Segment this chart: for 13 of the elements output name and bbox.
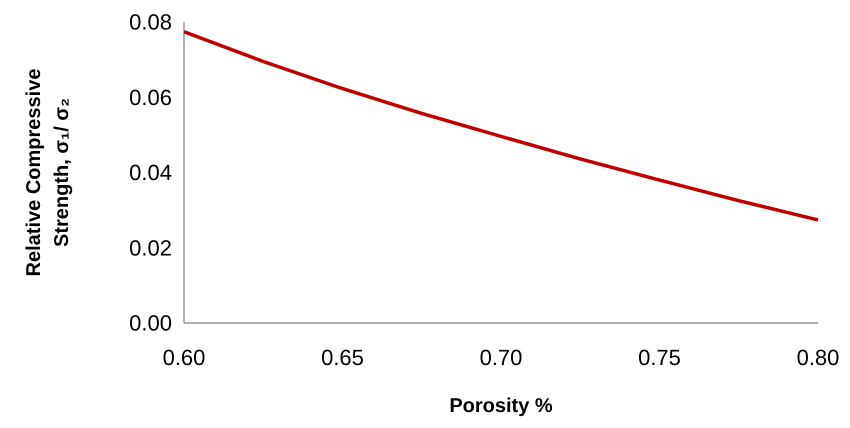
y-axis-title: Relative Compressive Strength, σ₁/ σ₂ [23, 68, 73, 276]
line-series [182, 30, 820, 222]
y-tick-label: 0.06 [129, 84, 172, 110]
y-tick-label: 0.08 [129, 10, 172, 35]
x-axis-title: Porosity % [449, 395, 553, 417]
y-tick-label: 0.02 [129, 235, 172, 260]
x-tick-label: 0.80 [796, 345, 840, 370]
y-tick-label: 0.00 [129, 310, 172, 336]
x-tick-label: 0.60 [162, 345, 206, 370]
x-tick-label: 0.65 [321, 345, 364, 370]
x-tick-label: 0.75 [638, 345, 681, 370]
y-tick-label: 0.04 [129, 160, 172, 186]
x-tick-label: 0.70 [480, 345, 522, 370]
